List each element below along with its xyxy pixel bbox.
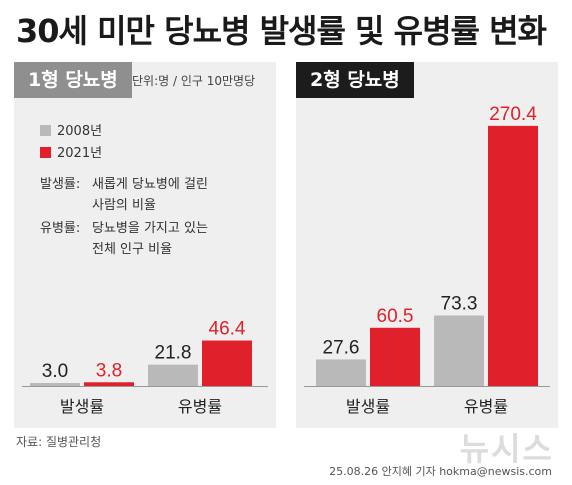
type2-bar-chart: 27.6 60.5 발생률 73.3 270.4 유병률 (304, 104, 550, 416)
type2-bar-incidence-2008 (316, 359, 366, 386)
source-note: 자료: 질병관리청 (16, 435, 102, 449)
legend-label-2021: 2021년 (57, 146, 103, 161)
legend-swatch-2008 (40, 125, 51, 136)
type2-value-label-prevalence-2008: 73.3 (441, 293, 478, 314)
type2-value-label-incidence-2021: 60.5 (377, 306, 414, 327)
unit-note: 단위:명 / 인구 10만명당 (132, 74, 256, 88)
legend-swatch-2021 (40, 147, 51, 158)
definition-desc-incidence-2: 사람의 비율 (92, 198, 156, 213)
type2-panel: 2형 당뇨병 27.6 60.5 발생률 73.3 270.4 유병률 (296, 62, 558, 428)
legend-2021: 2021년 (40, 142, 102, 161)
type2-category-label-prevalence: 유병률 (464, 397, 508, 416)
definition-desc-prevalence-1: 당뇨병을 가지고 있는 (92, 221, 208, 236)
type2-value-label-prevalence-2021: 270.4 (489, 104, 537, 125)
definition-term-incidence: 발생률: (40, 177, 81, 192)
definition-desc-incidence-1: 새롭게 당뇨병에 걸린 (92, 177, 208, 192)
type2-value-label-incidence-2008: 27.6 (323, 337, 360, 358)
type1-tag: 1형 당뇨병 (14, 62, 132, 98)
type1-value-label-prevalence-2008: 21.8 (155, 343, 192, 364)
type1-bar-prevalence-2021 (202, 340, 252, 386)
type1-category-label-prevalence: 유병률 (178, 397, 222, 416)
type1-value-label-prevalence-2021: 46.4 (209, 319, 246, 340)
definition-desc-prevalence-2: 전체 인구 비율 (92, 242, 173, 257)
type1-panel: 1형 당뇨병 단위:명 / 인구 10만명당 2008년 2021년 발생률: 새… (14, 62, 276, 428)
type1-bar-incidence-2008 (30, 383, 80, 386)
type2-tag: 2형 당뇨병 (296, 62, 414, 98)
newsis-logo: 뉴시스 (459, 430, 554, 468)
type1-bar-incidence-2021 (84, 382, 134, 386)
type1-value-label-incidence-2008: 3.0 (42, 361, 68, 382)
type2-category-label-incidence: 발생률 (346, 397, 390, 416)
type1-value-label-incidence-2021: 3.8 (96, 360, 122, 381)
type2-bar-prevalence-2008 (434, 315, 484, 386)
type2-bar-prevalence-2021 (488, 125, 538, 387)
legend-label-2008: 2008년 (57, 124, 103, 139)
type1-category-label-incidence: 발생률 (60, 397, 104, 416)
page-title: 30세 미만 당뇨병 발생률 및 유병률 변화 (16, 12, 547, 50)
definition-term-prevalence: 유병률: (40, 221, 81, 236)
type2-bar-incidence-2021 (370, 327, 420, 386)
type1-bar-prevalence-2008 (148, 364, 198, 386)
legend-2008: 2008년 (40, 120, 102, 139)
type1-bar-chart: 3.0 3.8 발생률 21.8 46.4 유병률 (22, 319, 268, 416)
credit-line: 25.08.26 안지혜 기자 hokma@newsis.com (329, 465, 552, 478)
